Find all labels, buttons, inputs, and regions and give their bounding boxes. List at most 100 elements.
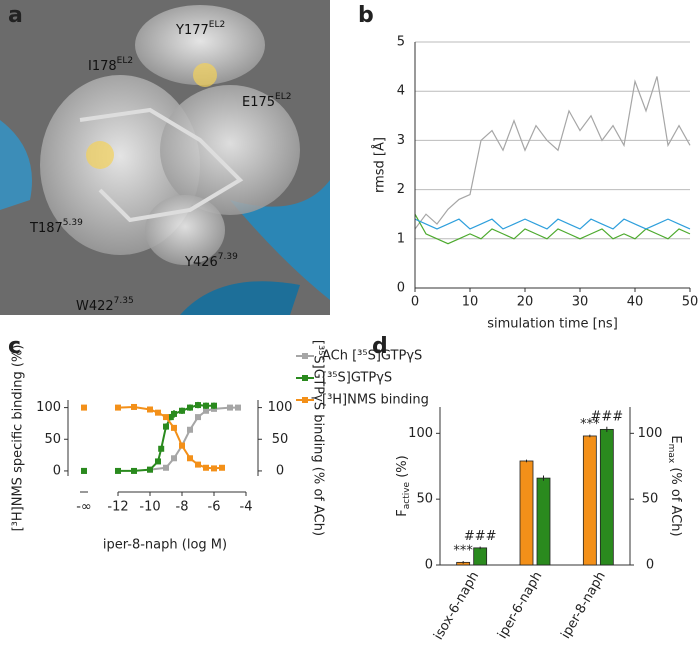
point xyxy=(195,461,201,468)
residue-label: T1875.39 xyxy=(29,218,83,236)
x-tick-label: -12 xyxy=(107,500,128,515)
point xyxy=(195,402,201,409)
y2-tick-label: 0 xyxy=(646,558,654,573)
bar xyxy=(599,428,614,566)
point xyxy=(155,458,161,465)
x-axis-label: iper-8-naph (log M) xyxy=(103,538,227,553)
point xyxy=(163,464,169,471)
y2-tick-label: 100 xyxy=(268,400,293,415)
y2-axis-label-main: E xyxy=(669,435,684,443)
x-tick-label: -6 xyxy=(208,500,221,515)
panel-label: c xyxy=(8,334,21,359)
residue-label-sup: 7.39 xyxy=(218,252,238,262)
y-tick-label: 0 xyxy=(425,558,433,573)
point xyxy=(131,403,137,410)
rmsd-line xyxy=(414,213,691,245)
legend-label: [³⁵S]GTPγS xyxy=(322,371,392,386)
point xyxy=(147,406,153,413)
point xyxy=(187,426,193,433)
x-tick-label: 50 xyxy=(682,295,699,310)
x-tick-label: iper-8-naph xyxy=(558,569,608,641)
residue-label-main: I178 xyxy=(88,59,117,74)
legend-marker xyxy=(302,375,308,381)
point xyxy=(171,424,177,431)
y-tick-label: 4 xyxy=(397,84,405,99)
point xyxy=(187,455,193,462)
x-tick-label: -10 xyxy=(139,500,160,515)
residue-label-main: W422 xyxy=(76,299,114,314)
y2-axis-label: Emax (% of ACh) xyxy=(667,435,684,536)
fit-line xyxy=(149,406,238,471)
y-tick-label: 50 xyxy=(44,432,61,447)
point xyxy=(203,402,209,409)
point xyxy=(195,414,201,421)
significance-label: ### xyxy=(464,529,497,544)
bar xyxy=(519,460,534,566)
y-axis-label: Factive (%) xyxy=(395,455,412,516)
residue-label-main: Y426 xyxy=(184,255,218,270)
molecule-image xyxy=(0,0,330,315)
residue-label-sup: EL2 xyxy=(209,20,225,30)
point xyxy=(158,445,165,452)
y2-tick-label: 50 xyxy=(272,432,289,447)
legend-marker xyxy=(302,353,308,359)
x-tick-label: -∞ xyxy=(76,500,92,515)
panel-label: b xyxy=(358,3,374,28)
point xyxy=(115,467,121,474)
rmsd-line xyxy=(414,218,691,230)
significance-label: *** xyxy=(453,544,473,559)
point xyxy=(179,442,185,449)
residue-label-main: E175 xyxy=(242,95,275,110)
y-tick-label: 100 xyxy=(36,400,61,415)
residue-label-sup: EL2 xyxy=(117,56,133,66)
point xyxy=(203,464,209,471)
y-axis-label-sub: active xyxy=(402,481,412,509)
point xyxy=(211,465,217,472)
residue-label: Y4267.39 xyxy=(184,252,238,270)
x-tick-label: 20 xyxy=(517,295,534,310)
point xyxy=(235,404,241,411)
y-tick-label: 1 xyxy=(397,231,405,246)
y2-axis-label: [³⁵S]GTPγS binding (% of ACh) xyxy=(311,340,326,536)
residue-label-sup: EL2 xyxy=(275,92,291,102)
residue-label: Y177EL2 xyxy=(175,20,225,38)
y-axis-label: [³H]NMS specific binding (%) xyxy=(11,345,26,532)
y-tick-label: 3 xyxy=(397,133,405,148)
point xyxy=(171,455,177,462)
point xyxy=(211,402,217,409)
y-axis-label-tail: (%) xyxy=(395,455,410,482)
point xyxy=(163,414,169,421)
y-tick-label: 100 xyxy=(408,426,433,441)
panel-label: a xyxy=(8,3,23,28)
y2-axis-label-sub: max xyxy=(667,444,677,464)
point xyxy=(171,410,177,417)
point xyxy=(163,423,169,430)
point xyxy=(227,404,233,411)
legend-label: ACh [³⁵S]GTPγS xyxy=(322,349,422,364)
x-tick-label: 40 xyxy=(627,295,644,310)
x-tick-label: isox-6-naph xyxy=(431,569,482,642)
panel-label: d xyxy=(372,334,388,359)
point xyxy=(179,407,185,414)
x-tick-label: 0 xyxy=(411,295,419,310)
bar xyxy=(473,547,488,566)
point xyxy=(115,404,121,411)
bar xyxy=(536,477,551,566)
y2-tick-label: 100 xyxy=(638,426,663,441)
significance-label: ### xyxy=(590,409,623,424)
point xyxy=(81,404,87,411)
point xyxy=(155,409,161,416)
y2-axis-label-tail: (% of ACh) xyxy=(669,463,684,536)
y-axis-label: rmsd [Å] xyxy=(372,137,388,193)
x-tick-label: 10 xyxy=(462,295,479,310)
residue-label: W4227.35 xyxy=(76,296,134,314)
x-axis-label: simulation time [ns] xyxy=(487,317,618,332)
residue-label-sup: 7.35 xyxy=(114,296,134,306)
y2-tick-label: 0 xyxy=(276,463,284,478)
point xyxy=(81,467,87,474)
x-tick-label: iper-6-naph xyxy=(495,569,545,641)
bar xyxy=(582,435,597,566)
y-tick-label: 5 xyxy=(397,35,405,50)
residue-label-sup: 5.39 xyxy=(63,218,83,228)
